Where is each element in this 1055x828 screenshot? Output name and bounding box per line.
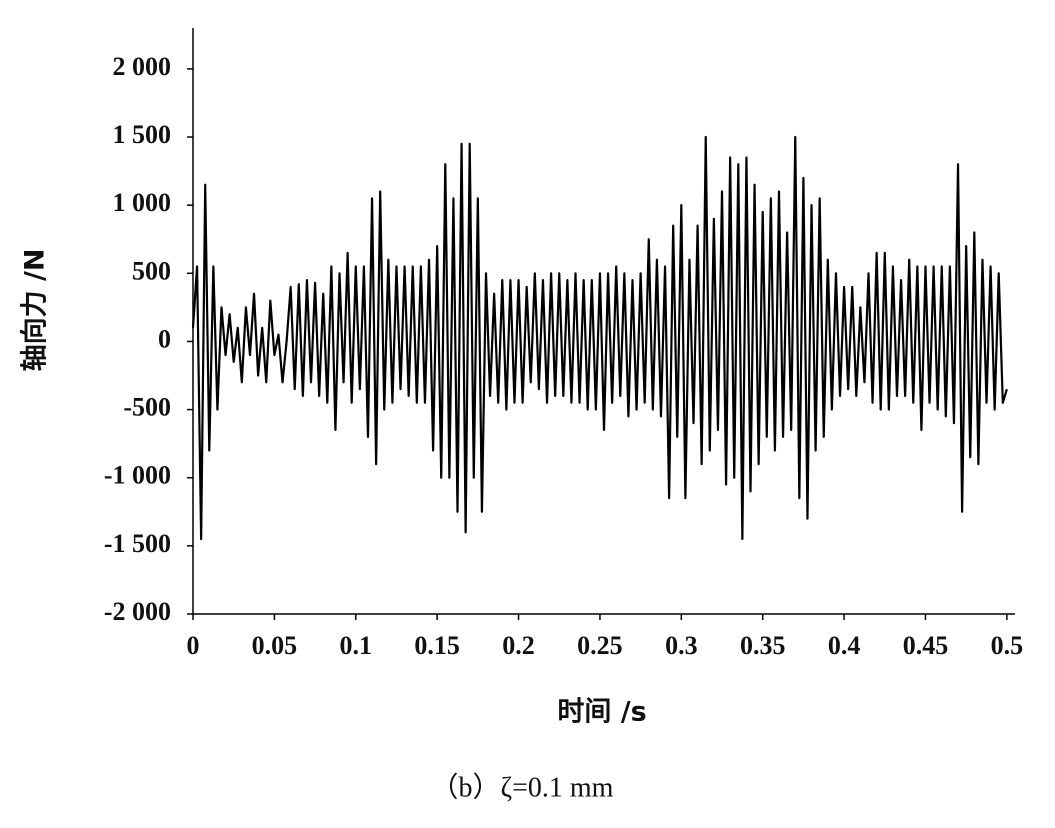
x-tick-label: 0 (187, 631, 200, 660)
data-line (191, 135, 1008, 541)
caption: （b）ζ=0.1 mm (431, 771, 614, 803)
y-tick-label: 1 500 (113, 120, 172, 149)
x-tick-label: 0.4 (828, 631, 861, 660)
y-tick-label: 500 (132, 256, 171, 285)
x-tick-label: 0.25 (577, 631, 623, 660)
x-tick-label: 0.3 (665, 631, 698, 660)
x-tick-label: 0.1 (340, 631, 373, 660)
x-tick-label: 0.2 (502, 631, 535, 660)
y-tick-label: -500 (123, 393, 171, 422)
y-tick-label: -1 000 (104, 461, 171, 490)
y-tick-label: -2 000 (104, 597, 171, 626)
y-tick-label: 0 (158, 324, 171, 353)
y-tick-label: 2 000 (113, 52, 172, 81)
y-axis-label: 轴向力 /N (19, 249, 51, 372)
x-axis-label: 时间 /s (557, 697, 646, 728)
x-tick-label: 0.05 (252, 631, 298, 660)
x-tick-label: 0.5 (991, 631, 1024, 660)
x-tick-label: 0.35 (740, 631, 786, 660)
x-tick-label: 0.15 (414, 631, 460, 660)
y-tick-label: 1 000 (113, 188, 172, 217)
y-tick-label: -1 500 (104, 529, 171, 558)
x-tick-label: 0.45 (903, 631, 949, 660)
